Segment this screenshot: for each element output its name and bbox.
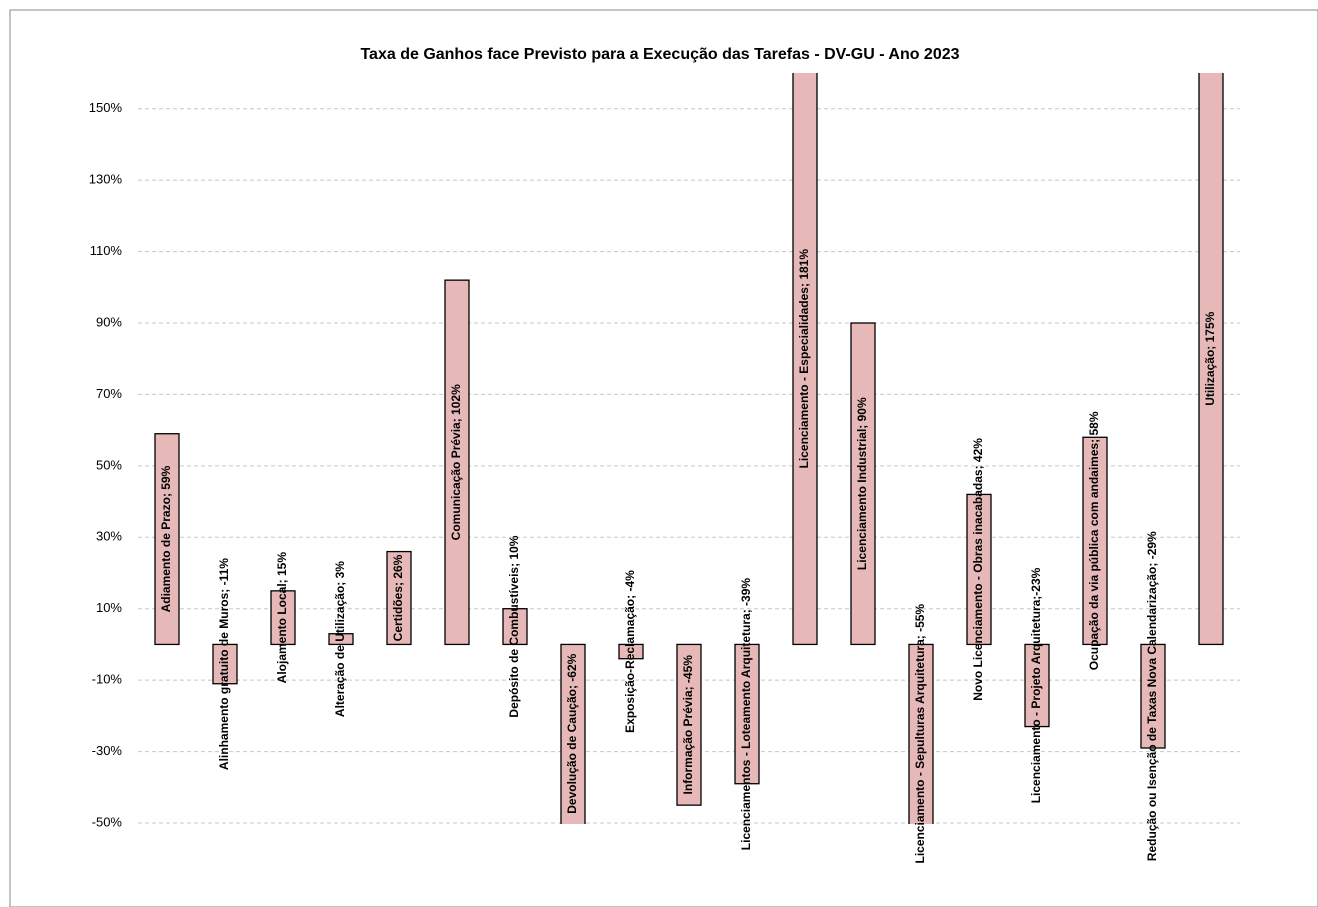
data-label: Comunicação Prévia; 102% (449, 384, 463, 540)
y-tick-label: 10% (96, 600, 122, 615)
bar (212, 643, 238, 685)
data-label: Alteração de Utilização; 3% (333, 561, 347, 717)
data-label: Licenciamento - Sepulturas Arquitetura; … (913, 604, 927, 864)
bar (618, 643, 644, 660)
y-tick-label: 90% (96, 314, 122, 329)
data-label: Certidões; 26% (391, 554, 405, 641)
y-tick-label: -30% (92, 743, 123, 758)
bar (1140, 643, 1166, 749)
y-tick-label: 70% (96, 386, 122, 401)
data-label: Licenciamento Industrial; 90% (855, 397, 869, 570)
y-tick-label: 50% (96, 457, 122, 472)
y-tick-label: 150% (89, 100, 123, 115)
bar (444, 279, 470, 646)
data-label: Utilização; 175% (1203, 311, 1217, 405)
data-label: Informação Prévia; -45% (681, 655, 695, 795)
data-label: Novo Licenciamento - Obras inacabadas; 4… (971, 438, 985, 701)
y-tick-label: -10% (92, 672, 123, 687)
bar (908, 643, 934, 824)
bar (966, 493, 992, 646)
bar (1198, 73, 1224, 646)
bar (502, 608, 528, 646)
data-label: Ocupação da via pública com andaimes; 58… (1087, 411, 1101, 670)
data-label: Devolução de Caução; -62% (565, 653, 579, 813)
bar (676, 643, 702, 806)
y-tick-label: -50% (92, 814, 123, 829)
data-label: Adiamento de Prazo; 59% (159, 465, 173, 612)
bar (850, 322, 876, 646)
bar (792, 73, 818, 646)
bar (386, 550, 412, 646)
y-tick-label: 130% (89, 172, 123, 187)
bar (560, 643, 586, 824)
data-label: Licenciamentos - Loteamento Arquitetura;… (739, 578, 753, 851)
data-label: Depósito de Combustíveis; 10% (507, 535, 521, 717)
bar (154, 433, 180, 646)
bar (270, 590, 296, 646)
bar (734, 643, 760, 785)
bar (328, 633, 354, 646)
chart-border (9, 9, 1318, 907)
data-label: Licenciamento - Especialidades; 181% (797, 249, 811, 469)
data-label: Alinhamento gratuito de Muros; -11% (217, 558, 231, 770)
bars (154, 73, 1224, 824)
data-label: Alojamento Local; 15% (275, 552, 289, 684)
y-tick-label: 30% (96, 529, 122, 544)
data-label: Licenciamento - Projeto Arquitetura;-23% (1029, 567, 1043, 803)
data-label: Exposição-Reclamação; -4% (623, 570, 637, 733)
bar (1082, 436, 1108, 646)
y-tick-label: 110% (90, 243, 123, 258)
chart-title: Taxa de Ganhos face Previsto para a Exec… (360, 46, 959, 63)
data-label: Redução ou Isenção de Taxas Nova Calenda… (1145, 531, 1159, 861)
bar (1024, 643, 1050, 728)
